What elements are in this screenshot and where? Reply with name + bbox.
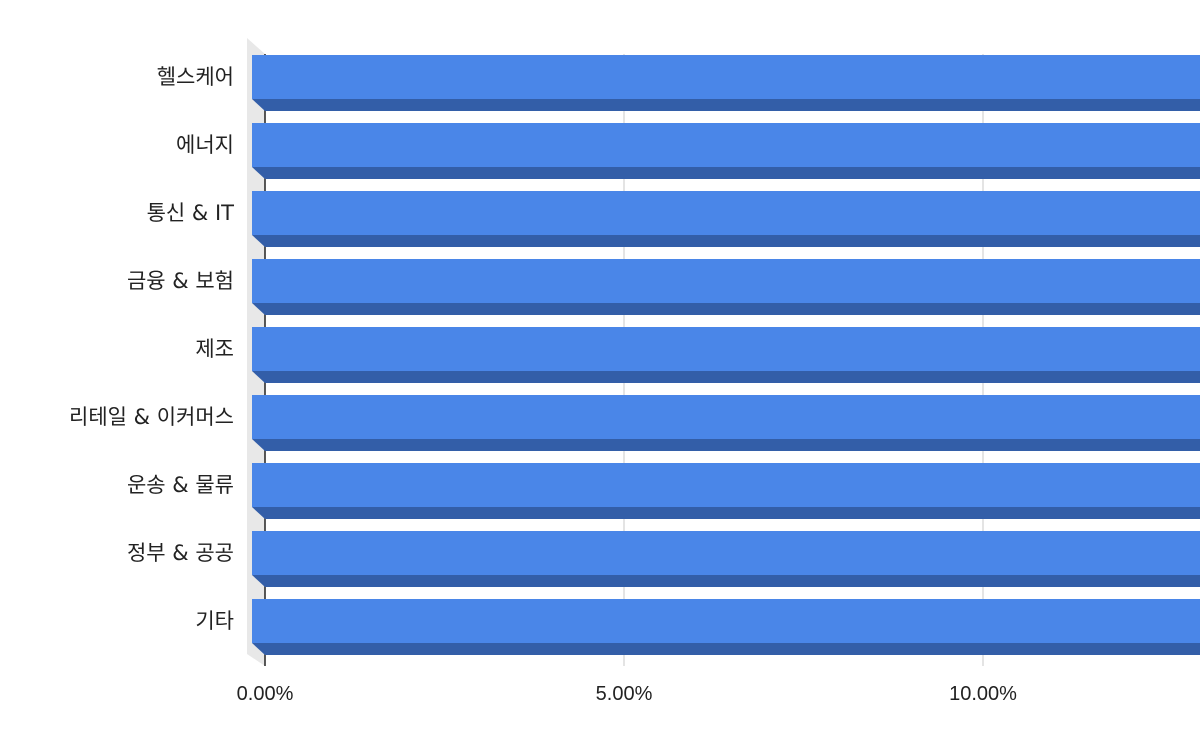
bar-bottom-face [252, 371, 1200, 383]
bars [252, 55, 1200, 655]
bar-front-face [252, 191, 1200, 235]
bar-bottom-face [252, 167, 1200, 179]
bar-bottom-face [252, 439, 1200, 451]
bar-front-face [252, 327, 1200, 371]
category-label: 에너지 [176, 133, 234, 157]
bar-front-face [252, 463, 1200, 507]
bar-front-face [252, 599, 1200, 643]
bar-2 [252, 123, 1200, 179]
bar-front-face [252, 531, 1200, 575]
category-label: 금융 & 보험 [127, 269, 234, 293]
bar-4 [252, 259, 1200, 315]
bar-bottom-face [252, 575, 1200, 587]
x-tick-label: 5.00% [596, 683, 653, 705]
category-label: 통신 & IT [147, 201, 235, 225]
bar-bottom-face [252, 507, 1200, 519]
bar-bottom-face [252, 235, 1200, 247]
x-axis-tick-labels: 0.00%5.00%10.00%15.00%20.00% [237, 683, 1017, 705]
bar-5 [252, 327, 1200, 383]
category-label: 제조 [195, 337, 234, 361]
bar-1 [252, 55, 1200, 111]
category-label: 정부 & 공공 [127, 541, 234, 565]
category-label: 리테일 & 이커머스 [69, 405, 234, 429]
bar-3 [252, 191, 1200, 247]
bar-bottom-face [252, 643, 1200, 655]
bar-6 [252, 395, 1200, 451]
bar-8 [252, 531, 1200, 587]
bar-bottom-face [252, 99, 1200, 111]
category-label: 헬스케어 [157, 65, 234, 89]
bar-9 [252, 599, 1200, 655]
bar-front-face [252, 259, 1200, 303]
category-label: 기타 [195, 609, 234, 633]
bar-front-face [252, 123, 1200, 167]
category-label: 운송 & 물류 [127, 473, 234, 497]
x-tick-label: 10.00% [949, 683, 1017, 705]
bar-7 [252, 463, 1200, 519]
bar-front-face [252, 395, 1200, 439]
bar-bottom-face [252, 303, 1200, 315]
x-tick-label: 0.00% [237, 683, 294, 705]
bar-front-face [252, 55, 1200, 99]
